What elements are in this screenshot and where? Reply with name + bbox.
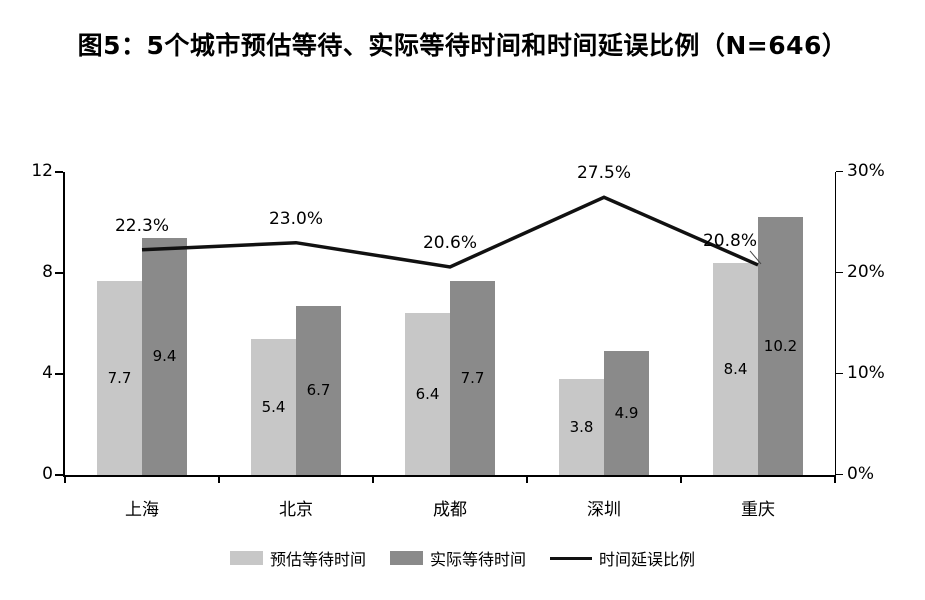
left-axis-tick-label: 8 <box>42 262 53 282</box>
left-axis-tick-label: 12 <box>31 161 53 181</box>
right-axis-tick-label: 10% <box>847 363 885 383</box>
legend: 预估等待时间 实际等待时间 时间延误比例 <box>0 546 925 570</box>
legend-swatch-actual-wait <box>389 551 423 565</box>
line-point-label: 20.6% <box>422 232 478 253</box>
x-axis-category-label: 重庆 <box>741 500 775 520</box>
legend-label-estimated-wait: 预估等待时间 <box>269 550 366 569</box>
legend-item-actual-wait: 实际等待时间 <box>389 546 526 570</box>
right-axis-tick <box>836 171 843 172</box>
legend-label-actual-wait: 实际等待时间 <box>429 550 526 569</box>
legend-label-delay-ratio: 时间延误比例 <box>599 550 696 569</box>
x-axis-category-label: 北京 <box>279 500 313 520</box>
legend-swatch-estimated-wait <box>229 551 263 565</box>
bar-estimated-wait: 6.4 <box>405 313 450 475</box>
plot-area: 7.7 9.4 5.4 6.7 6.4 7.7 3.8 4.9 8.4 10.2 22.3% 23.0… <box>65 163 835 475</box>
legend-item-estimated-wait: 预估等待时间 <box>229 546 366 570</box>
x-axis-category-label: 深圳 <box>587 500 621 520</box>
left-axis-tick <box>55 474 63 476</box>
bar-estimated-wait: 5.4 <box>251 338 296 475</box>
x-axis-line <box>63 475 836 477</box>
x-axis-tick <box>218 477 220 483</box>
line-point-label: 20.8% <box>702 230 758 251</box>
bar-actual-wait: 10.2 <box>758 217 803 475</box>
delay-ratio-line <box>141 195 762 269</box>
right-axis-tick-label: 20% <box>847 262 885 282</box>
bar-actual-wait: 7.7 <box>450 280 495 475</box>
bar-value-label: 4.9 <box>614 404 639 423</box>
left-axis-tick-label: 0 <box>42 464 53 484</box>
left-axis-tick <box>55 272 63 274</box>
right-axis-tick <box>836 272 843 273</box>
bar-value-label: 6.4 <box>415 385 440 404</box>
bar-actual-wait: 4.9 <box>604 351 649 475</box>
right-axis-tick <box>836 373 843 374</box>
x-axis-tick <box>680 477 682 483</box>
legend-line-swatch-delay-ratio <box>550 556 592 560</box>
bar-estimated-wait: 7.7 <box>97 280 142 475</box>
bar-actual-wait: 9.4 <box>142 237 187 475</box>
delay-ratio-polyline <box>141 195 759 269</box>
bar-value-label: 7.7 <box>460 368 485 387</box>
label-leader-line <box>749 250 762 265</box>
bar-value-label: 7.7 <box>107 368 132 387</box>
x-axis-category-label: 上海 <box>125 500 159 520</box>
line-point-label: 22.3% <box>114 215 170 236</box>
bar-value-label: 8.4 <box>723 359 748 378</box>
y-axis-line-right <box>835 172 836 475</box>
y-axis-line-left <box>63 172 65 477</box>
x-axis-tick <box>526 477 528 483</box>
left-axis-tick-label: 4 <box>42 363 53 383</box>
x-axis-tick <box>834 477 836 483</box>
right-axis-tick-label: 0% <box>847 464 874 484</box>
right-axis-tick <box>836 474 843 475</box>
bar-value-label: 6.7 <box>306 381 331 400</box>
bar-value-label: 5.4 <box>261 397 286 416</box>
bar-estimated-wait: 3.8 <box>559 379 604 475</box>
bar-estimated-wait: 8.4 <box>713 262 758 475</box>
x-axis-tick <box>64 477 66 483</box>
x-axis-category-label: 成都 <box>433 500 467 520</box>
line-point-label: 27.5% <box>576 163 632 184</box>
x-axis-tick <box>372 477 374 483</box>
chart-title: 图5：5个城市预估等待、实际等待时间和时间延误比例（N=646） <box>77 31 848 60</box>
bar-actual-wait: 6.7 <box>296 305 341 475</box>
left-axis-tick <box>55 373 63 375</box>
bar-value-label: 9.4 <box>152 347 177 366</box>
bar-value-label: 3.8 <box>569 418 594 437</box>
bar-value-label: 10.2 <box>763 337 798 356</box>
right-axis-tick-label: 30% <box>847 161 885 181</box>
line-point-label: 23.0% <box>268 208 324 229</box>
left-axis-tick <box>55 171 63 173</box>
legend-item-delay-ratio: 时间延误比例 <box>550 546 695 570</box>
